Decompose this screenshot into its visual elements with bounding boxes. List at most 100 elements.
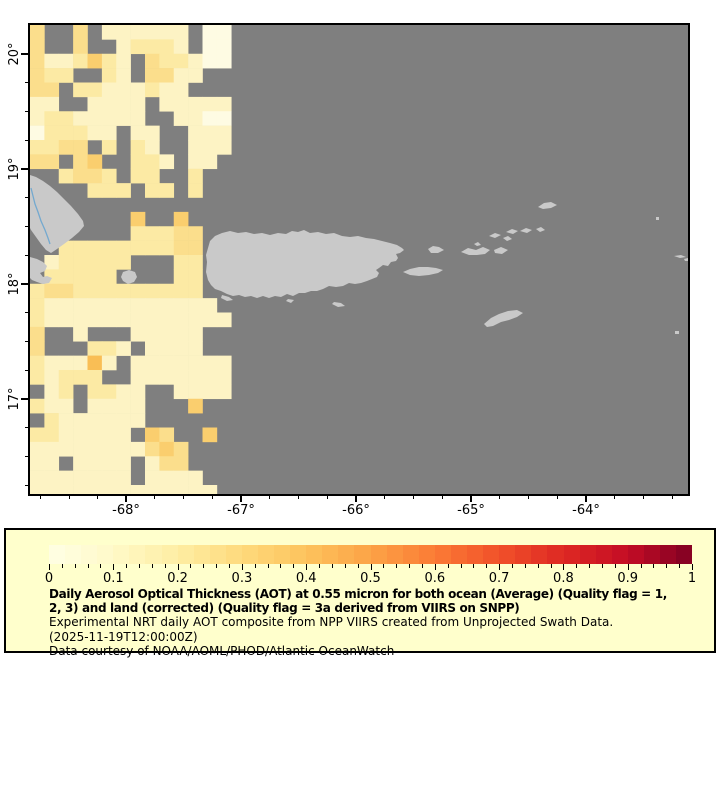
colorbar-major-tick [306, 564, 308, 570]
aot-data-cell [173, 485, 189, 494]
aot-data-cell [87, 183, 103, 198]
aot-data-cell [101, 53, 117, 69]
aot-data-cell [87, 355, 103, 371]
colorbar-tick-label: 0.1 [102, 571, 124, 586]
aot-data-cell [73, 255, 88, 270]
colorbar-minor-tick [293, 564, 295, 568]
latitude-major-tick [21, 53, 30, 55]
aot-data-cell [145, 370, 160, 385]
aot-data-cell [44, 283, 60, 299]
aot-data-cell [130, 384, 146, 400]
latitude-major-tick [21, 398, 30, 400]
aot-data-cell [202, 111, 218, 126]
aot-data-cell [87, 283, 103, 299]
aot-data-cell [116, 82, 131, 98]
aot-data-cell [145, 312, 160, 328]
aot-data-cell [58, 168, 74, 184]
aot-data-cell [58, 140, 74, 155]
colorbar-minor-tick [254, 564, 256, 568]
aot-data-cell [130, 326, 146, 342]
colorbar-step [611, 545, 628, 564]
aot-data-cell [116, 456, 131, 471]
aot-data-cell [30, 125, 45, 141]
aot-data-cell [145, 25, 160, 40]
aot-data-cell [116, 39, 131, 55]
land-small-island [684, 258, 688, 261]
colorbar-minor-tick [383, 564, 385, 568]
land-small-island [506, 229, 518, 234]
aot-data-cell [130, 154, 146, 170]
aot-data-cell [116, 427, 131, 443]
colorbar-major-tick [434, 564, 436, 570]
aot-data-cell [58, 370, 74, 385]
latitude-major-tick [21, 168, 30, 170]
aot-data-cell [30, 456, 45, 471]
colorbar-step [65, 545, 82, 564]
colorbar-minor-tick [331, 564, 333, 568]
aot-data-cell [188, 255, 203, 270]
aot-data-cell [188, 283, 203, 299]
aot-data-cell [159, 82, 175, 98]
aot-data-cell [130, 39, 146, 55]
aot-data-cell [101, 125, 117, 141]
longitude-major-tick [585, 494, 587, 502]
latitude-minor-tick [25, 341, 30, 342]
aot-data-cell [73, 25, 88, 40]
aot-data-cell [159, 96, 175, 112]
aot-data-cell [216, 39, 232, 55]
longitude-minor-tick [154, 494, 156, 499]
aot-data-cell [116, 341, 131, 356]
aot-data-cell [58, 283, 74, 299]
aot-data-cell [145, 283, 160, 299]
aot-data-cell [73, 240, 88, 256]
aot-data-cell [87, 384, 103, 400]
aot-data-cell [216, 312, 232, 328]
aot-data-cell [87, 341, 103, 356]
longitude-minor-tick [68, 494, 70, 499]
aot-data-cell [145, 355, 160, 371]
aot-data-cell [87, 111, 103, 126]
aot-data-cell [173, 226, 189, 241]
aot-data-cell [202, 384, 218, 400]
aot-data-cell [101, 341, 117, 356]
aot-data-cell [145, 183, 160, 198]
aot-data-cell [30, 312, 45, 328]
aot-data-cell [44, 125, 60, 141]
colorbar-tick-label: 0.5 [360, 571, 381, 586]
aot-data-cell [202, 25, 218, 40]
aot-data-cell [130, 125, 146, 141]
aot-data-cell [73, 456, 88, 471]
aot-data-cell [173, 68, 189, 83]
longitude-minor-tick [39, 494, 41, 499]
aot-data-cell [44, 140, 60, 155]
aot-data-cell [116, 312, 131, 328]
latitude-tick-label: 20° [7, 42, 22, 66]
aot-data-cell [159, 68, 175, 83]
land-small-island [674, 255, 686, 258]
colorbar-minor-tick [666, 564, 668, 568]
colorbar-step [515, 545, 532, 564]
aot-data-cell [116, 25, 131, 40]
colorbar-step [81, 545, 98, 564]
aot-data-cell [116, 255, 131, 270]
aot-data-cell [145, 341, 160, 356]
aot-data-cell [145, 326, 160, 342]
aot-data-cell [145, 240, 160, 256]
aot-data-cell [101, 441, 117, 457]
aot-data-cell [188, 384, 203, 400]
longitude-major-tick [240, 494, 242, 502]
aot-data-cell [87, 255, 103, 270]
longitude-minor-tick [499, 494, 501, 499]
aot-data-cell [116, 111, 131, 126]
aot-data-cell [173, 283, 189, 299]
aot-data-cell [116, 283, 131, 299]
colorbar-minor-tick [589, 564, 591, 568]
aot-data-cell [73, 125, 88, 141]
aot-data-cell [58, 485, 74, 494]
aot-data-cell [116, 485, 131, 494]
land-hispaniola [30, 175, 84, 253]
aot-data-cell [101, 269, 117, 285]
aot-data-cell [145, 226, 160, 241]
aot-data-cell [87, 82, 103, 98]
aot-data-cell [58, 441, 74, 457]
